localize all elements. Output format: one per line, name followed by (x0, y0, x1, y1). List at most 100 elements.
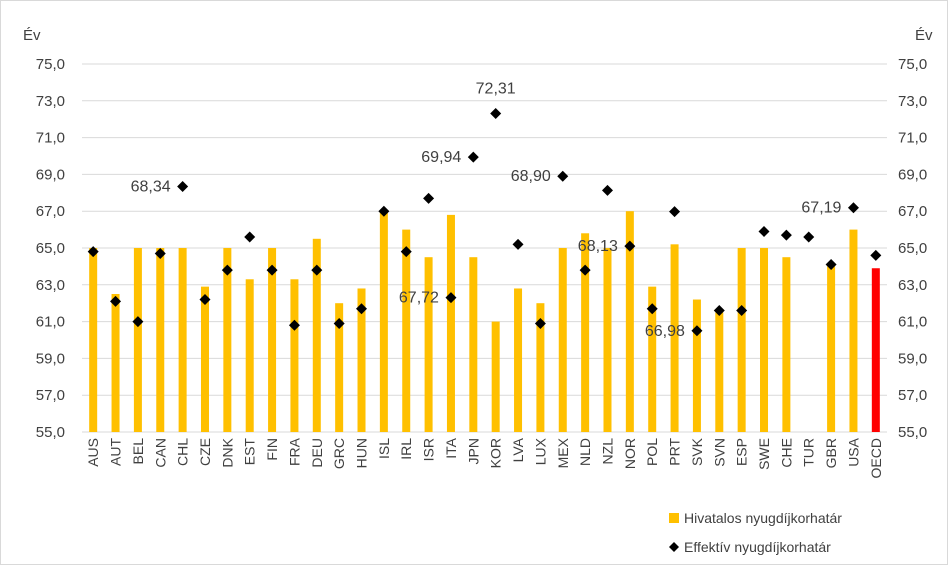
bar-nzl (603, 248, 612, 432)
annotation-chl: 68,34 (131, 179, 171, 196)
bar-deu (312, 238, 321, 432)
annotation-svk: 66,98 (645, 323, 685, 340)
category-label: TUR (801, 438, 817, 467)
category-label: HUN (354, 438, 370, 468)
category-label: CHE (778, 438, 794, 468)
category-label: AUS (85, 438, 101, 467)
annotation-nor: 68,13 (578, 238, 618, 255)
y-tick-label-right: 67,0 (898, 203, 927, 220)
marker-cze (199, 294, 211, 306)
category-label: ISL (376, 438, 392, 459)
bar-lva (514, 288, 523, 432)
gridlines (82, 63, 887, 433)
annotation-jpn: 69,94 (421, 149, 461, 166)
marker-pol (646, 303, 658, 315)
bar-aut (111, 294, 120, 432)
y-tick-label-left: 71,0 (36, 130, 65, 147)
bar-nor (625, 211, 634, 432)
bar-usa (849, 229, 858, 432)
legend-label-official: Hivatalos nyugdíjkorhatár (684, 510, 842, 526)
bar-swe (760, 248, 769, 432)
legend: Hivatalos nyugdíjkorhatár Effektív nyugd… (669, 510, 842, 555)
category-label: ISR (421, 438, 437, 461)
annotation-mex: 68,90 (511, 168, 551, 185)
y-tick-label-left: 67,0 (36, 203, 65, 220)
category-label: NZL (599, 438, 615, 465)
category-label: FRA (286, 437, 302, 466)
marker-hun (356, 303, 368, 315)
y-tick-label-right: 61,0 (898, 314, 927, 331)
annotation-kor: 72,31 (476, 80, 516, 97)
category-label: CAN (152, 438, 168, 468)
marker-svn (713, 305, 725, 317)
y-tick-label-left: 55,0 (36, 424, 65, 441)
bar-est (245, 279, 254, 432)
marker-can (154, 248, 166, 260)
category-label: BEL (130, 438, 146, 465)
category-label: SWE (756, 438, 772, 470)
y-tick-label-left: 65,0 (36, 240, 65, 257)
category-label: GBR (823, 438, 839, 468)
y-tick-label-left: 61,0 (36, 314, 65, 331)
y-axis-unit-right: Év (915, 27, 933, 44)
marker-aus (87, 246, 99, 258)
bar-mex (558, 248, 567, 432)
category-label: OECD (868, 438, 884, 478)
marker-bel (132, 316, 144, 328)
category-label: NOR (622, 438, 638, 469)
y-tick-label-left: 59,0 (36, 350, 65, 367)
bar-ita (446, 214, 455, 432)
category-label: EST (242, 438, 258, 466)
marker-fra (288, 319, 300, 331)
legend-label-effective: Effektív nyugdíjkorhatár (684, 539, 831, 555)
bar-aus (89, 248, 98, 432)
bar-jpn (469, 257, 478, 432)
y-axis-unit-left: Év (23, 27, 41, 44)
marker-mex (557, 170, 569, 182)
category-label: ITA (443, 437, 459, 458)
marker-lux (534, 317, 546, 329)
marker-grc (333, 317, 345, 329)
category-label: LVA (510, 437, 526, 462)
marker-lva (512, 238, 524, 250)
bar-kor (491, 321, 500, 432)
category-label: CZE (197, 438, 213, 466)
annotation-ita: 67,72 (399, 290, 439, 307)
y-tick-label-left: 73,0 (36, 93, 65, 110)
marker-est (244, 231, 256, 243)
category-label: LUX (532, 437, 548, 465)
category-label: DEU (309, 438, 325, 468)
marker-nld (579, 264, 591, 276)
category-label: GRC (331, 438, 347, 469)
legend-swatch-effective (669, 542, 679, 552)
bar-grc (335, 303, 344, 432)
bar-oecd (871, 268, 880, 432)
y-tick-label-left: 63,0 (36, 277, 65, 294)
bar-fra (290, 279, 299, 432)
category-label: JPN (465, 438, 481, 464)
bar-prt (670, 244, 679, 432)
marker-nor (624, 240, 636, 252)
category-label: AUT (108, 438, 124, 466)
marker-jpn (467, 151, 479, 163)
y-tick-label-right: 65,0 (898, 240, 927, 257)
x-axis-categories: AUS AUT BEL CAN CHL CZE DNK EST FIN FRA DEU GRC HUN I… (85, 437, 884, 478)
bar-cze (200, 286, 209, 432)
bar-irl (402, 229, 411, 432)
y-tick-label-right: 73,0 (898, 93, 927, 110)
bar-fin (268, 248, 277, 432)
category-label: PRT (667, 438, 683, 466)
bar-dnk (223, 248, 232, 432)
marker-esp (736, 305, 748, 317)
category-label: SVK (689, 437, 705, 466)
bar-che (782, 257, 791, 432)
category-label: CHL (175, 438, 191, 466)
annotation-usa: 67,19 (801, 200, 841, 217)
bar-can (156, 248, 165, 432)
y-tick-label-left: 75,0 (36, 56, 65, 73)
category-label: MEX (555, 437, 571, 468)
category-label: POL (644, 438, 660, 466)
marker-isl (378, 205, 390, 217)
category-label: DNK (219, 437, 235, 467)
